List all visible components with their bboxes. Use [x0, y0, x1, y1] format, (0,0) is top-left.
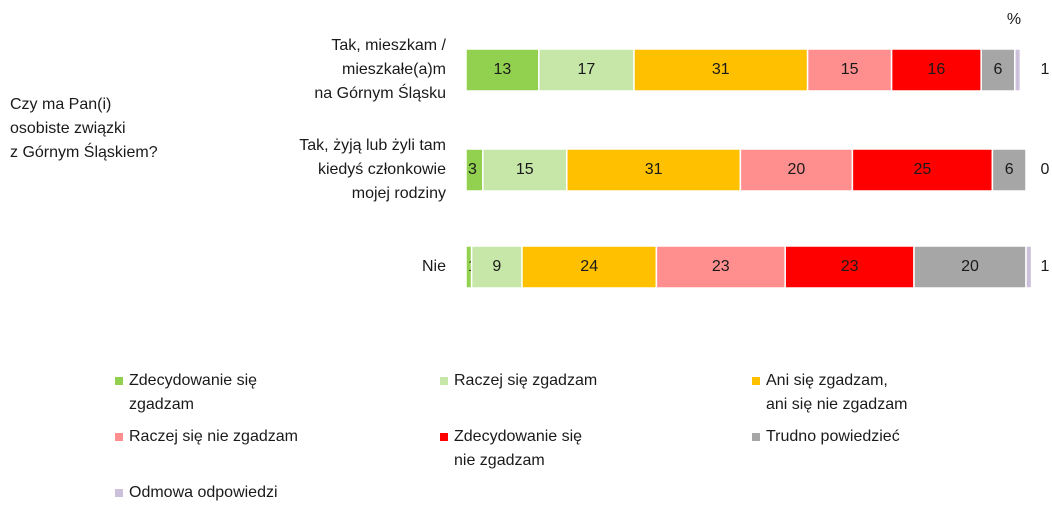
- bar-segment: [465, 48, 540, 92]
- category-label: Tak, żyją lub żyli tam kiedyś członkowie m…: [299, 137, 446, 202]
- value-label: 16: [928, 61, 946, 78]
- value-label: 3: [468, 161, 477, 178]
- bar-segment: [521, 245, 658, 289]
- value-label: 6: [994, 61, 1003, 78]
- legend-label: Zdecydowanie się zgadzam: [129, 372, 257, 413]
- value-label: 15: [841, 61, 859, 78]
- value-label: 20: [961, 258, 979, 275]
- value-label: 0: [1041, 161, 1050, 178]
- bar-segment: [1025, 245, 1033, 289]
- bar-segment: [991, 148, 1027, 192]
- legend-swatch: [440, 377, 448, 385]
- legend-swatch: [115, 377, 123, 385]
- bar-segment: [538, 48, 635, 92]
- value-label: 15: [516, 161, 534, 178]
- legend-label: Zdecydowanie się nie zgadzam: [454, 428, 582, 469]
- bar-segment: [913, 245, 1027, 289]
- value-label: 23: [712, 258, 730, 275]
- bar-segment: [851, 148, 994, 192]
- value-label: 1: [1041, 61, 1050, 78]
- value-label: 6: [1005, 161, 1014, 178]
- bar-segment: [890, 48, 982, 92]
- legend-label: Raczej się nie zgadzam: [129, 428, 298, 445]
- legend-swatch: [752, 377, 760, 385]
- category-label: Nie: [422, 258, 446, 275]
- legend-swatch: [115, 489, 123, 497]
- legend-swatch: [752, 433, 760, 441]
- bar-segment: [633, 48, 809, 92]
- bar-segment: [980, 48, 1016, 92]
- value-label: 1: [1041, 258, 1050, 275]
- bar-segment: [1014, 48, 1022, 92]
- category-label: Tak, mieszkam / mieszkałe(a)m na Górnym Śl…: [314, 37, 446, 102]
- bar-segment: [784, 245, 915, 289]
- unit-label: %: [1007, 11, 1021, 28]
- legend-swatch: [115, 433, 123, 441]
- legend-label: Ani się zgadzam, ani się nie zgadzam: [766, 372, 907, 413]
- legend-label: Raczej się zgadzam: [454, 372, 597, 389]
- value-label: 17: [578, 61, 596, 78]
- value-label: 31: [712, 61, 730, 78]
- value-label: 13: [494, 61, 512, 78]
- value-label: 23: [841, 258, 859, 275]
- y-axis-label: Czy ma Pan(i) osobiste związki z Górnym Śl…: [10, 96, 158, 161]
- value-label: 25: [914, 161, 932, 178]
- value-label: 20: [788, 161, 806, 178]
- legend-label: Trudno powiedzieć: [766, 428, 900, 445]
- value-label: 9: [492, 258, 501, 275]
- value-label: 24: [580, 258, 598, 275]
- bar-segment: [566, 148, 742, 192]
- bar-segment: [739, 148, 854, 192]
- value-label: 31: [645, 161, 663, 178]
- legend-swatch: [440, 433, 448, 441]
- legend-label: Odmowa odpowiedzi: [129, 484, 278, 501]
